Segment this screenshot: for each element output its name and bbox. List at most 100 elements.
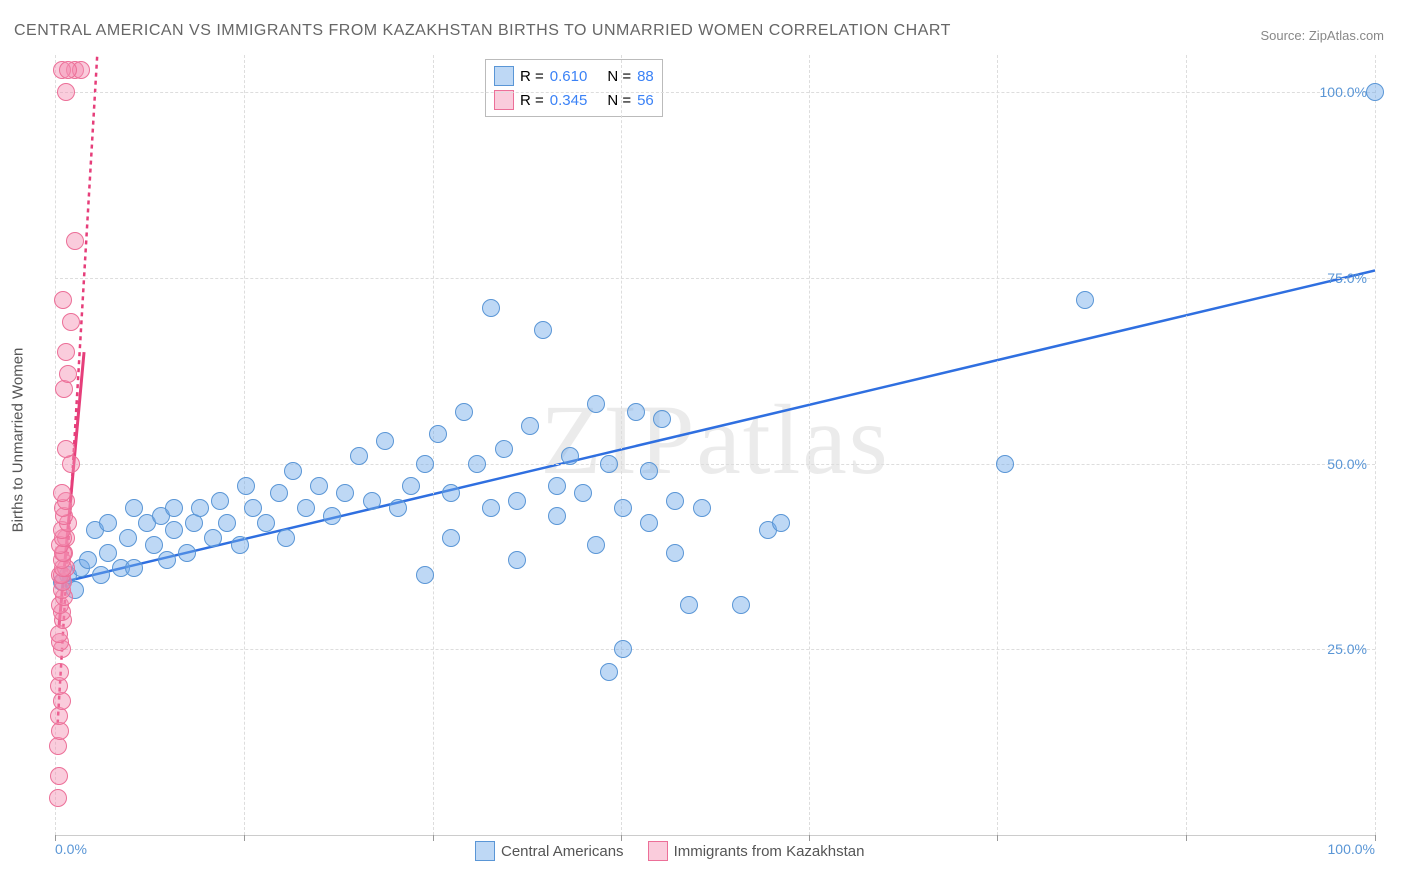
legend-swatch-blue: [494, 66, 514, 86]
data-point: [50, 767, 68, 785]
data-point: [548, 507, 566, 525]
ytick-label: 50.0%: [1327, 456, 1367, 472]
data-point: [277, 529, 295, 547]
legend-swatch-blue: [475, 841, 495, 861]
xtick-mark: [1186, 835, 1187, 841]
data-point: [587, 536, 605, 554]
xtick-mark: [1375, 835, 1376, 841]
legend-item-label: Central Americans: [501, 843, 624, 860]
data-point: [51, 663, 69, 681]
data-point: [363, 492, 381, 510]
data-point: [62, 313, 80, 331]
legend-n-label: N =: [607, 92, 631, 109]
data-point: [284, 462, 302, 480]
data-point: [158, 551, 176, 569]
data-point: [574, 484, 592, 502]
data-point: [1076, 291, 1094, 309]
data-point: [178, 544, 196, 562]
data-point: [257, 514, 275, 532]
y-axis-label: Births to Unmarried Women: [10, 348, 27, 533]
ytick-label: 25.0%: [1327, 641, 1367, 657]
legend-row: R = 0.610 N = 88: [494, 64, 654, 88]
data-point: [297, 499, 315, 517]
data-point: [389, 499, 407, 517]
data-point: [534, 321, 552, 339]
data-point: [204, 529, 222, 547]
data-point: [244, 499, 262, 517]
data-point: [237, 477, 255, 495]
data-point: [561, 447, 579, 465]
data-point: [772, 514, 790, 532]
data-point: [548, 477, 566, 495]
data-point: [600, 663, 618, 681]
data-point: [693, 499, 711, 517]
ytick-label: 100.0%: [1320, 84, 1367, 100]
chart-svg: [55, 55, 1375, 835]
data-point: [455, 403, 473, 421]
legend-r-value: 0.610: [550, 68, 588, 85]
ytick-label: 75.0%: [1327, 270, 1367, 286]
data-point: [49, 789, 67, 807]
gridline-v: [809, 55, 810, 835]
data-point: [59, 61, 77, 79]
data-point: [145, 536, 163, 554]
data-point: [468, 455, 486, 473]
data-point: [653, 410, 671, 428]
gridline-v: [1375, 55, 1376, 835]
source-label: Source: ZipAtlas.com: [1260, 28, 1384, 43]
legend-item: Immigrants from Kazakhstan: [648, 841, 865, 861]
plot-area: ZIPatlas R = 0.610 N = 88 R = 0.345 N = …: [55, 55, 1375, 836]
gridline-h: [55, 464, 1375, 465]
data-point: [627, 403, 645, 421]
data-point: [191, 499, 209, 517]
data-point: [350, 447, 368, 465]
gridline-v: [1186, 55, 1187, 835]
data-point: [66, 232, 84, 250]
data-point: [482, 499, 500, 517]
xtick-mark: [997, 835, 998, 841]
data-point: [125, 499, 143, 517]
data-point: [640, 462, 658, 480]
legend-r-label: R =: [520, 92, 544, 109]
data-point: [996, 455, 1014, 473]
data-point: [508, 551, 526, 569]
data-point: [99, 514, 117, 532]
xtick-label-right: 100.0%: [1328, 841, 1375, 857]
data-point: [211, 492, 229, 510]
gridline-h: [55, 649, 1375, 650]
data-point: [165, 521, 183, 539]
gridline-h: [55, 278, 1375, 279]
data-point: [1366, 83, 1384, 101]
legend-item: Central Americans: [475, 841, 624, 861]
xtick-mark: [809, 835, 810, 841]
data-point: [376, 432, 394, 450]
legend-item-label: Immigrants from Kazakhstan: [674, 843, 865, 860]
xtick-mark: [433, 835, 434, 841]
data-point: [495, 440, 513, 458]
data-point: [125, 559, 143, 577]
data-point: [59, 365, 77, 383]
legend-series: Central Americans Immigrants from Kazakh…: [475, 841, 864, 861]
legend-n-value: 56: [637, 92, 654, 109]
legend-correlation: R = 0.610 N = 88 R = 0.345 N = 56: [485, 59, 663, 117]
data-point: [92, 566, 110, 584]
data-point: [416, 566, 434, 584]
data-point: [732, 596, 750, 614]
gridline-v: [997, 55, 998, 835]
xtick-mark: [621, 835, 622, 841]
data-point: [57, 83, 75, 101]
data-point: [600, 455, 618, 473]
data-point: [99, 544, 117, 562]
gridline-v: [621, 55, 622, 835]
data-point: [57, 343, 75, 361]
data-point: [310, 477, 328, 495]
data-point: [54, 291, 72, 309]
data-point: [402, 477, 420, 495]
data-point: [482, 299, 500, 317]
data-point: [587, 395, 605, 413]
data-point: [270, 484, 288, 502]
data-point: [640, 514, 658, 532]
xtick-mark: [244, 835, 245, 841]
data-point: [323, 507, 341, 525]
data-point: [165, 499, 183, 517]
